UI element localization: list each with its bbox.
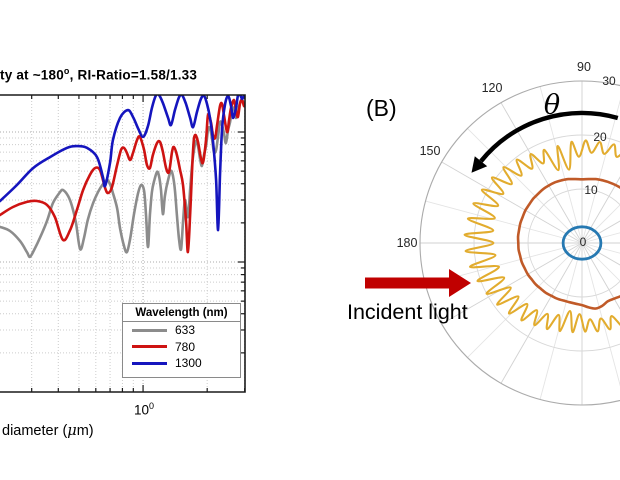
left-chart-series (0, 95, 245, 259)
legend-swatch-780 (132, 345, 167, 349)
legend-item: 780 (123, 339, 240, 356)
legend-label-633: 633 (175, 323, 196, 338)
x-axis-label: diameter (μm) (2, 423, 94, 439)
theta-tick-150: 150 (419, 144, 441, 158)
x-axis-tick-label: 100 (133, 400, 155, 418)
plot-box (0, 94, 246, 393)
legend-label-780: 780 (175, 339, 196, 354)
series-780 (0, 98, 245, 254)
incident-light-arrow (365, 269, 471, 297)
r-tick-0: 0 (579, 235, 587, 249)
series-633 (0, 98, 245, 259)
polar-series-inner-ellipse (561, 225, 603, 261)
theta-tick-180: 180 (396, 236, 418, 250)
theta-tick-90: 90 (577, 60, 591, 74)
theta-arrow-arc (479, 110, 619, 163)
r-tick-30: 30 (602, 74, 616, 88)
panel-b-label: (B) (366, 95, 397, 121)
legend-swatch-1300 (132, 361, 167, 365)
polar-series-outer-oscillating (463, 139, 620, 334)
r-tick-20: 20 (593, 130, 607, 144)
legend-box: Wavelength (nm) 633 780 1300 (122, 303, 241, 378)
polar-series-middle-smooth (516, 177, 620, 310)
legend-swatch-633 (132, 328, 167, 332)
legend-title: Wavelength (nm) (123, 304, 240, 322)
legend-label-1300: 1300 (175, 356, 202, 371)
incident-light-label: Incident light (347, 300, 468, 324)
theta-tick-120: 120 (481, 81, 503, 95)
series-1300 (0, 95, 245, 232)
legend-item: 1300 (123, 355, 240, 372)
legend-item: 633 (123, 322, 240, 339)
left-chart-title: ty at ~180o, RI-Ratio=1.58/1.33 (0, 66, 198, 83)
theta-arrow-head (471, 156, 488, 173)
r-tick-10: 10 (584, 183, 598, 197)
polar-chart-area (365, 80, 620, 406)
theta-symbol: θ (543, 89, 561, 121)
